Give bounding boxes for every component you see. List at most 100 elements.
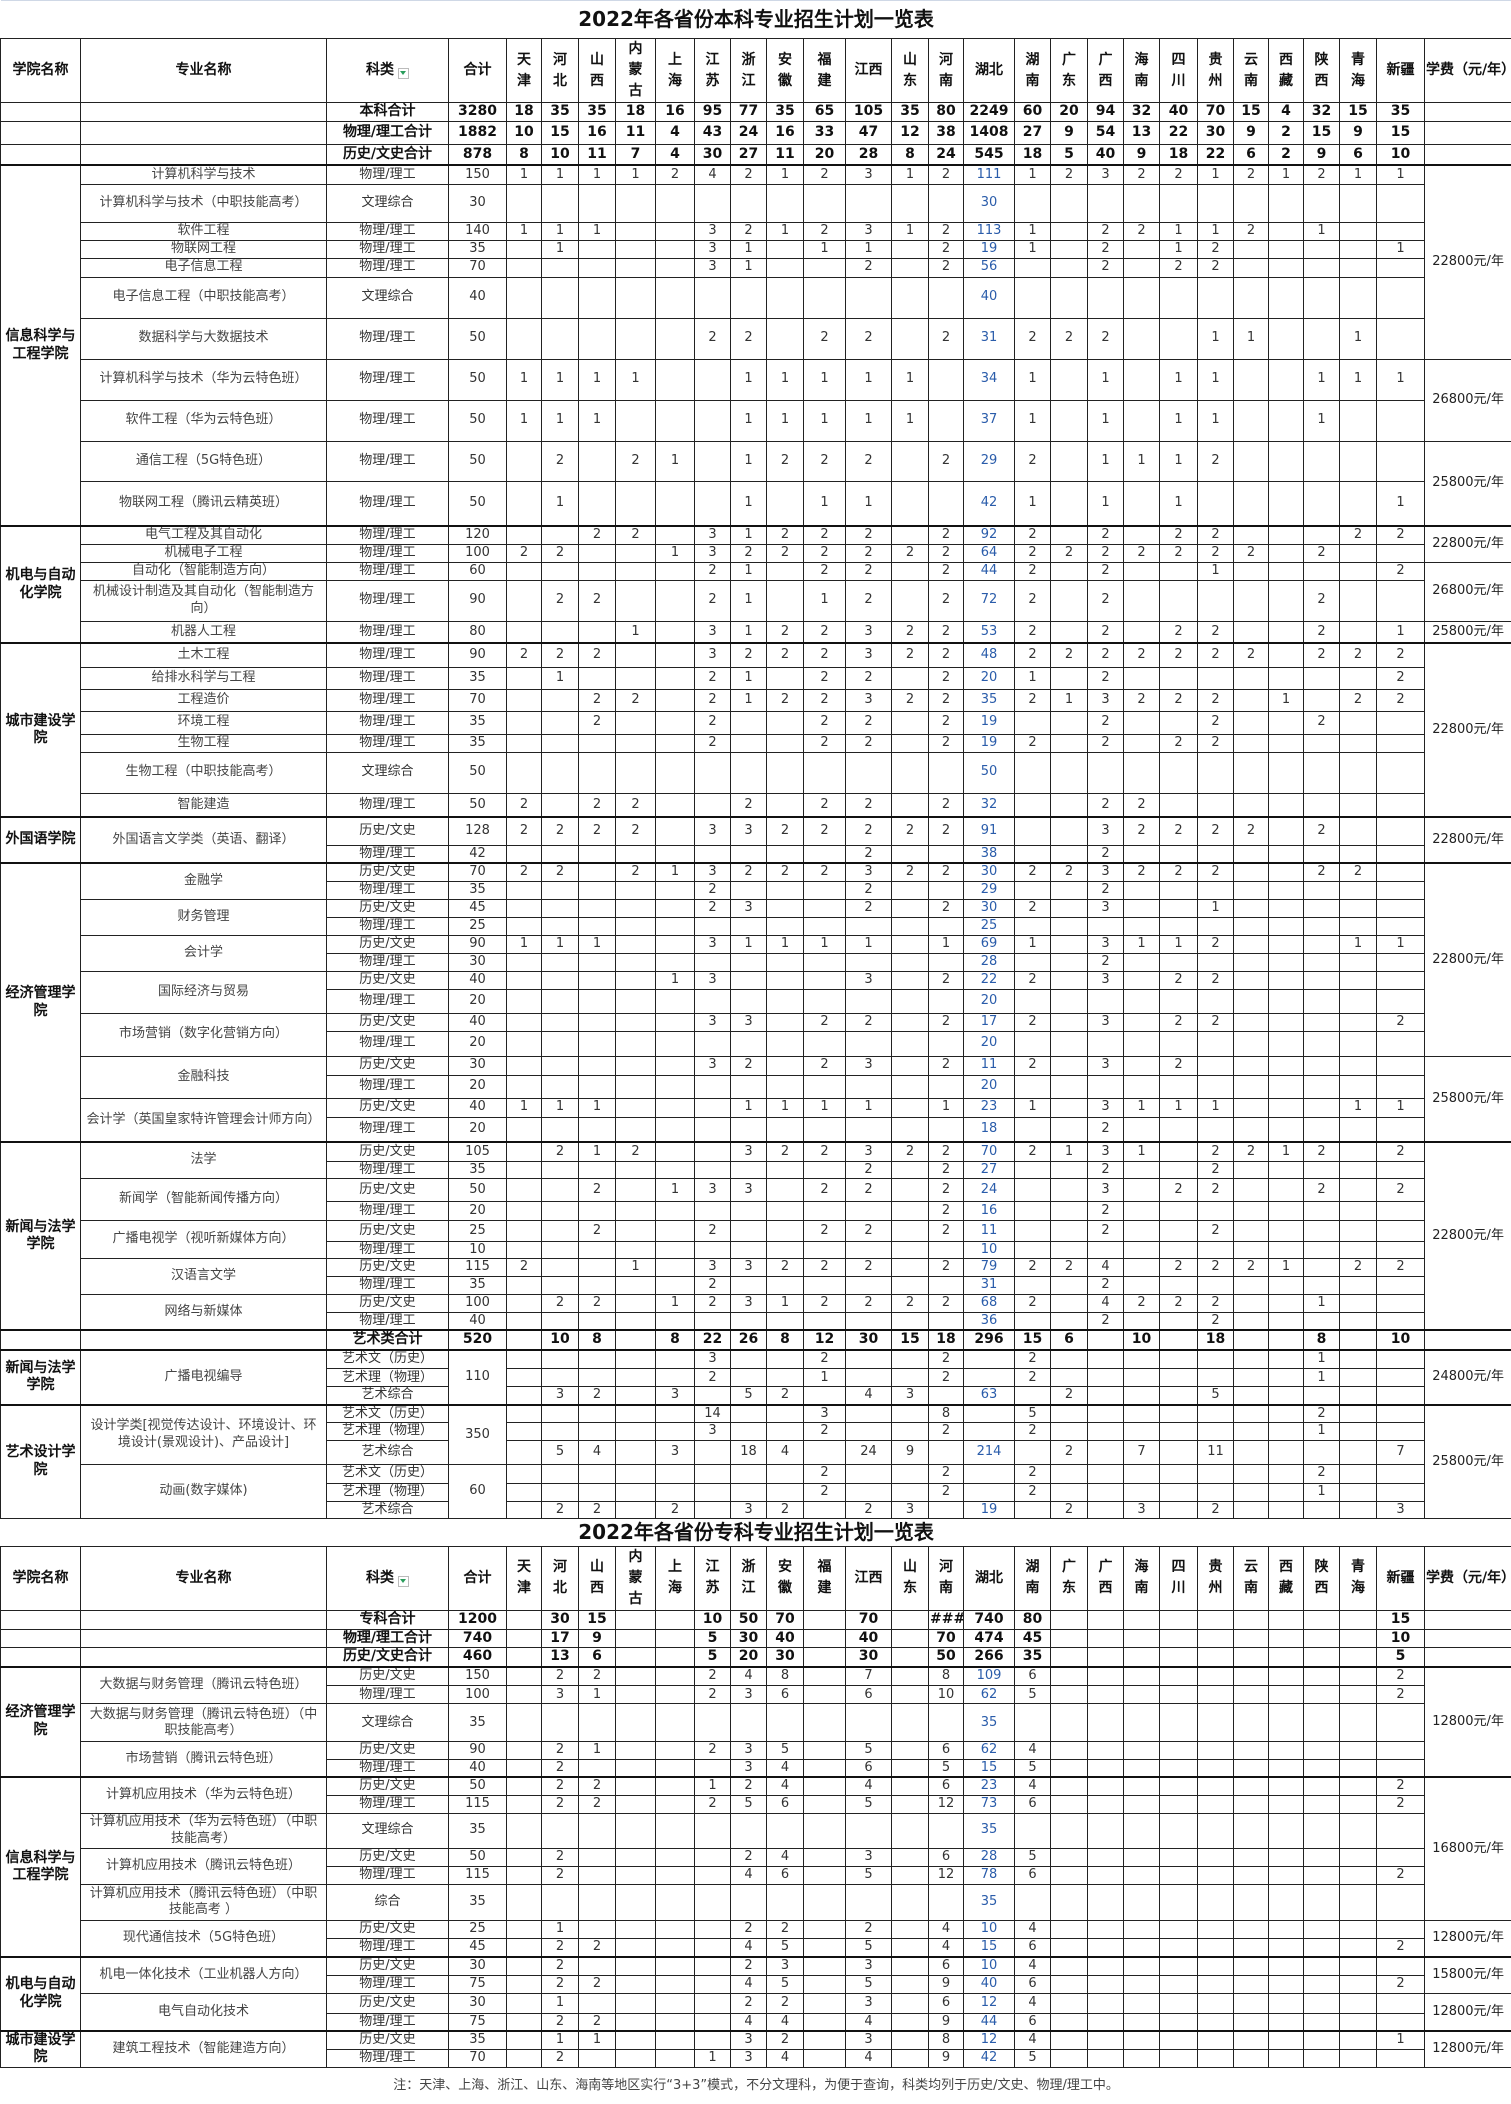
category: 历史/文史	[327, 1142, 449, 1161]
major-total: 40	[449, 971, 507, 989]
cell-安徽: 2	[767, 2031, 804, 2050]
cell-河北	[542, 526, 579, 544]
cell-河南: 2	[929, 1259, 964, 1277]
cell-福建: 2	[804, 793, 846, 817]
cell-陕西	[1304, 277, 1340, 318]
cell-上海: 1	[656, 971, 695, 989]
cell-福建: 1	[804, 481, 846, 526]
cell-云南	[1234, 1117, 1269, 1142]
cell-上海	[656, 1938, 695, 1957]
cell-广东	[1051, 1667, 1088, 1686]
cell-广东	[1051, 526, 1088, 544]
cell-青海	[1340, 1350, 1377, 1369]
cell-新疆: 3	[1377, 1501, 1425, 1518]
cell-广东	[1051, 1777, 1088, 1795]
cell-四川: 2	[1160, 1013, 1198, 1031]
cell-陕西	[1304, 562, 1340, 580]
cell-上海	[656, 1795, 695, 1813]
cell-江苏: 3	[695, 971, 731, 989]
cell-广西	[1088, 917, 1124, 935]
cell-西藏	[1269, 526, 1304, 544]
cell-广东: 2	[1051, 1501, 1088, 1518]
cell-山西: 1	[579, 1742, 616, 1759]
cell-广西: 1	[1088, 441, 1124, 481]
cell-云南	[1234, 689, 1269, 711]
cell-上海	[656, 1464, 695, 1483]
cell-湖北: 48	[964, 643, 1015, 667]
cell-福建: 2	[804, 863, 846, 881]
cell-广西	[1088, 1405, 1124, 1423]
tuition: 12800元/年	[1425, 1920, 1511, 1957]
header-province-西藏: 西藏	[1269, 39, 1304, 103]
cell-广西: 2	[1088, 621, 1124, 643]
category: 物理/理工	[327, 544, 449, 562]
cell-浙江: 2	[731, 1920, 767, 1938]
filter-dropdown-icon[interactable]	[398, 68, 409, 79]
category: 文理综合	[327, 752, 449, 793]
cell-山东	[892, 989, 929, 1013]
cell-浙江	[731, 711, 767, 734]
cell-海南	[1124, 1178, 1160, 1201]
cell-新疆: 2	[1377, 1777, 1425, 1795]
cell-河北	[542, 1464, 579, 1483]
cell-内蒙古	[616, 318, 656, 359]
cell-贵州: 2	[1198, 817, 1234, 845]
cell-浙江	[731, 752, 767, 793]
cell-河北	[542, 1405, 579, 1423]
cell-山西: 2	[579, 1501, 616, 1518]
cell-浙江: 26	[731, 1330, 767, 1350]
cell-山西	[579, 1313, 616, 1331]
cell-山东	[892, 1277, 929, 1295]
cell-河北: 13	[542, 1648, 579, 1667]
cell-安徽	[767, 1813, 804, 1848]
cell-海南: 2	[1124, 1295, 1160, 1313]
cell-广东	[1051, 1795, 1088, 1813]
cell-陕西: 2	[1304, 621, 1340, 643]
cell-广东	[1051, 1975, 1088, 1993]
major-total: 140	[449, 222, 507, 240]
filter-dropdown-icon[interactable]	[398, 1576, 409, 1587]
cell-陕西	[1304, 1686, 1340, 1704]
cell-贵州	[1198, 1866, 1234, 1884]
cell-云南	[1234, 1161, 1269, 1178]
cell-天津	[507, 481, 542, 526]
cell-云南	[1234, 1667, 1269, 1686]
cell-贵州: 2	[1198, 734, 1234, 752]
cell-海南	[1124, 318, 1160, 359]
cell-湖北	[964, 1369, 1015, 1387]
cell-陕西	[1304, 734, 1340, 752]
cell-河南	[929, 184, 964, 222]
cell-广西: 54	[1088, 121, 1124, 144]
cell-河南: 2	[929, 1201, 964, 1220]
cell-西藏	[1269, 222, 1304, 240]
cell-福建	[804, 1993, 846, 2013]
cell-广西	[1088, 1241, 1124, 1258]
major-total: 45	[449, 1938, 507, 1957]
cell-青海: 6	[1340, 144, 1377, 165]
category: 艺术文（历史）	[327, 1464, 449, 1483]
cell-陕西: 2	[1304, 580, 1340, 621]
cell-西藏: 1	[1269, 1259, 1304, 1277]
cell-江西: 6	[846, 1686, 892, 1704]
cell-江苏	[695, 1957, 731, 1975]
header-college: 学院名称	[1, 39, 81, 103]
cell-内蒙古	[616, 1686, 656, 1704]
cell-河北: 2	[542, 1938, 579, 1957]
cell-安徽	[767, 1241, 804, 1258]
cell-青海	[1340, 2031, 1377, 2050]
cell-湖北: 15	[964, 1938, 1015, 1957]
cell-湖北: 56	[964, 258, 1015, 277]
cell-内蒙古	[616, 1483, 656, 1501]
cell-山西: 1	[579, 222, 616, 240]
cell-福建	[804, 1813, 846, 1848]
cell-河北	[542, 711, 579, 734]
cell-海南: 1	[1124, 935, 1160, 953]
cell-湖北	[964, 1464, 1015, 1483]
cell-江苏: 2	[695, 734, 731, 752]
cell-河北: 2	[542, 1957, 579, 1975]
cell-内蒙古: 1	[616, 359, 656, 400]
table-title-row: 2022年各省份本科专业招生计划一览表	[1, 1, 1511, 39]
